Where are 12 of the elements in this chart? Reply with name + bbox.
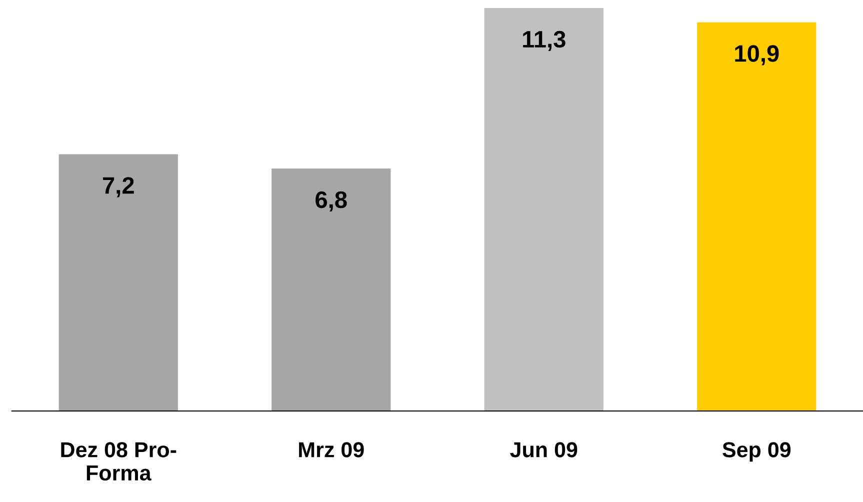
bar <box>58 154 178 411</box>
bar <box>697 22 816 411</box>
data-label: 7,2 <box>102 177 134 198</box>
bar <box>272 168 391 411</box>
x-tick-label: Sep 09 <box>722 442 791 462</box>
x-tick-label: Dez 08 Pro- Forma <box>61 442 176 481</box>
data-label: 11,3 <box>523 30 566 52</box>
bar <box>484 8 604 411</box>
x-tick-label: Jun 09 <box>510 442 578 458</box>
x-tick-label: Mrz 09 <box>299 442 364 458</box>
data-label: 6,8 <box>316 191 347 212</box>
data-label: 10,9 <box>735 45 779 66</box>
